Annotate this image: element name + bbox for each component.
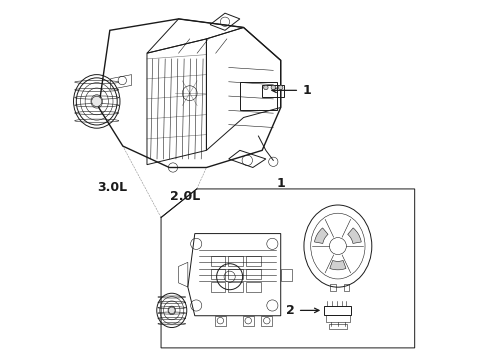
Bar bbox=[211, 282, 225, 292]
Text: 2: 2 bbox=[286, 304, 295, 317]
Wedge shape bbox=[348, 228, 361, 243]
Wedge shape bbox=[315, 228, 328, 243]
Bar bbox=[330, 284, 336, 291]
Bar bbox=[326, 315, 350, 321]
Bar bbox=[246, 282, 261, 292]
Bar bbox=[246, 269, 261, 279]
Bar bbox=[211, 256, 225, 266]
Bar bbox=[246, 256, 261, 266]
Bar bbox=[211, 269, 225, 279]
Bar bbox=[328, 324, 347, 329]
Bar bbox=[343, 284, 349, 291]
Text: 3.0L: 3.0L bbox=[97, 181, 127, 194]
Text: 1: 1 bbox=[303, 84, 312, 97]
Circle shape bbox=[92, 96, 102, 107]
Circle shape bbox=[271, 85, 275, 90]
Bar bbox=[324, 306, 351, 315]
Wedge shape bbox=[330, 260, 346, 270]
Circle shape bbox=[169, 307, 175, 314]
Bar bbox=[228, 282, 243, 292]
Circle shape bbox=[278, 85, 283, 90]
Bar bbox=[228, 269, 243, 279]
Text: 1: 1 bbox=[276, 177, 285, 190]
Circle shape bbox=[264, 85, 268, 90]
Text: 2.0L: 2.0L bbox=[170, 190, 200, 203]
Bar bbox=[228, 256, 243, 266]
